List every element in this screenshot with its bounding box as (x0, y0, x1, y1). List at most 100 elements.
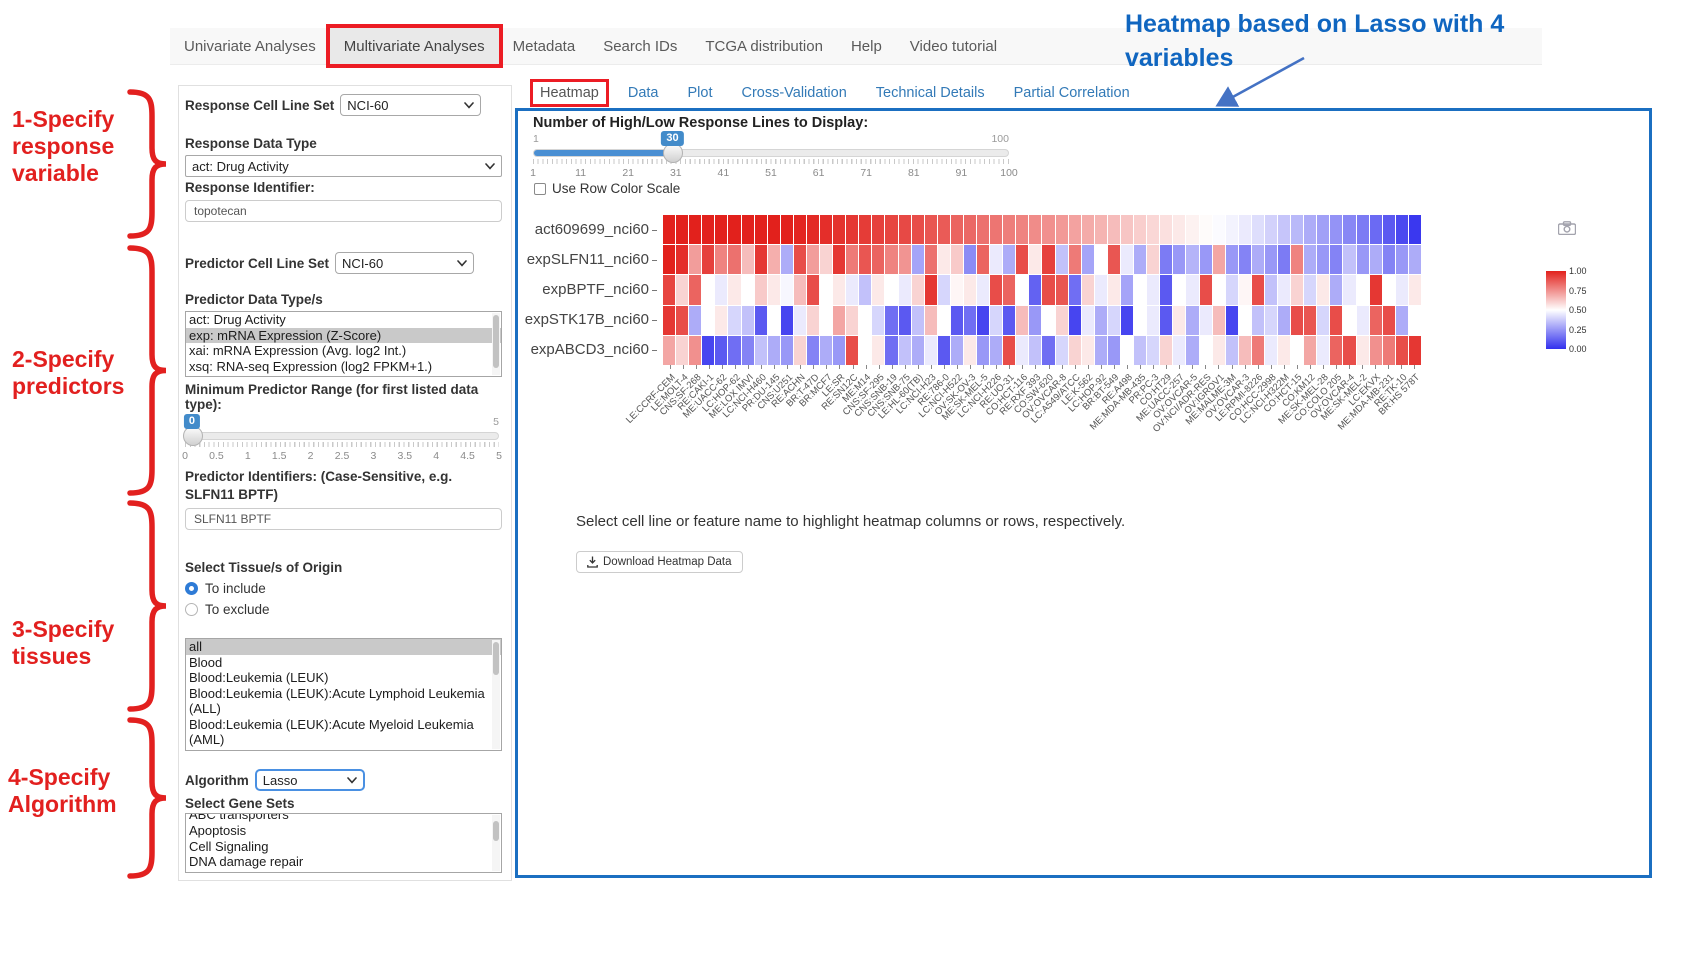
scrollbar[interactable] (492, 640, 500, 750)
list-option-blood-leukemia-leuk-acute-lymphoid-leukemia-all[interactable]: Blood:Leukemia (LEUK):Acute Lymphoid Leu… (189, 685, 485, 717)
list-option-blood[interactable]: Blood (189, 654, 223, 670)
slider-tick-label: 2.5 (334, 450, 350, 462)
nav-item-univariate-analyses[interactable]: Univariate Analyses (184, 37, 316, 55)
tab-heatmap[interactable]: Heatmap (533, 82, 606, 104)
nav-item-help[interactable]: Help (850, 37, 882, 55)
heatmap-cell (977, 215, 990, 245)
scrollbar-thumb[interactable] (493, 821, 499, 841)
algorithm-value: Lasso (262, 772, 298, 788)
list-option-act-drug-activity[interactable]: act: Drug Activity (189, 312, 286, 327)
list-option-apoptosis[interactable]: Apoptosis (189, 823, 247, 839)
list-option-exp-mrna-expression-z-score[interactable]: exp: mRNA Expression (Z-Score) (186, 327, 501, 343)
tissue-listbox[interactable]: all Blood Blood:Leukemia (LEUK) Blood:Leuke… (185, 638, 502, 752)
scrollbar-thumb[interactable] (493, 642, 499, 675)
tissue-include-radio[interactable]: To include (185, 579, 502, 597)
response-cell-line-set-select[interactable]: NCI-60 (340, 94, 482, 116)
list-option-all[interactable]: all (186, 639, 501, 655)
heatmap-column-tick (747, 365, 749, 369)
heatmap-column-tick (669, 365, 671, 369)
list-option-blood-leukemia-leuk-chronic-myelogenous-leukemia-cml[interactable]: Blood:Leukemia (LEUK):Chronic Myelogenou… (186, 748, 501, 751)
list-option-abc-transporters[interactable]: ABC transporters (189, 814, 289, 823)
heatmap-cell (1382, 305, 1395, 335)
heatmap-cell (898, 245, 911, 275)
slider-tick-label: 41 (717, 167, 730, 179)
scrollbar[interactable] (492, 815, 500, 872)
heatmap-row-label-expabcd3-nci60[interactable]: expABCD3_nci60 (518, 335, 659, 365)
gene-sets-label: Select Gene Sets (185, 796, 295, 812)
heatmap-cell (1382, 335, 1395, 365)
min-predictor-range-slider[interactable]: 05000.511.522.533.544.55 (182, 414, 502, 464)
heatmap-cell (872, 245, 885, 275)
heatmap-row-label-act609699-nci60[interactable]: act609699_nci60 (518, 215, 659, 245)
heatmap-cell (963, 275, 977, 305)
nav-item-video-tutorial[interactable]: Video tutorial (909, 37, 998, 55)
heatmap-cell (1238, 215, 1251, 245)
slider-handle[interactable] (662, 143, 683, 163)
heatmap-cell (885, 215, 898, 245)
gene-sets-listbox[interactable]: ABC transporters Apoptosis Cell Signaling D… (185, 813, 502, 874)
heatmap-cell (872, 335, 885, 365)
heatmap-cell (1251, 275, 1264, 305)
tab-cross-validation[interactable]: Cross-Validation (741, 85, 847, 101)
max-predictors-label: Maximum Number of Predictors (185, 878, 502, 880)
heatmap-cell (950, 335, 963, 365)
heatmap-column-tick (708, 365, 710, 369)
heatmap-row-label-expslfn11-nci60[interactable]: expSLFN11_nci60 (518, 245, 659, 275)
heatmap-cell (1081, 335, 1094, 365)
heatmap-grid[interactable] (663, 215, 1421, 365)
heatmap-cell (820, 335, 833, 365)
heatmap-row-label-expbptf-nci60[interactable]: expBPTF_nci60 (518, 275, 659, 305)
slider-tick-label: 5 (496, 450, 502, 462)
list-option-dna-damage-repair-break-excision-repair[interactable]: DNA damage repair, break excision repair (186, 870, 501, 873)
heatmap-cell (1343, 305, 1356, 335)
download-heatmap-data-button[interactable]: Download Heatmap Data (576, 551, 743, 573)
tab-data[interactable]: Data (627, 85, 659, 101)
heatmap-cell (1081, 245, 1094, 275)
heatmap-cell (846, 305, 859, 335)
slider-handle[interactable] (182, 426, 203, 446)
heatmap-cell (1304, 335, 1317, 365)
heatmap-cell (1094, 305, 1107, 335)
list-option-xai-mrna-expression-avg-log2-int[interactable]: xai: mRNA Expression (Avg. log2 Int.) (189, 343, 407, 358)
slider-track[interactable] (533, 143, 1009, 163)
heatmap-cell (911, 245, 924, 275)
list-option-blood-leukemia-leuk[interactable]: Blood:Leukemia (LEUK) (189, 670, 329, 686)
predictor-cell-line-set-select[interactable]: NCI-60 (335, 252, 475, 274)
response-identifier-input[interactable] (185, 200, 502, 222)
algorithm-select[interactable]: Lasso (254, 769, 365, 792)
algorithm-label: Algorithm (185, 772, 249, 788)
predictor-identifiers-input[interactable] (185, 508, 502, 531)
heatmap-cell (820, 245, 833, 275)
slider-track[interactable] (182, 426, 499, 446)
tissue-exclude-radio[interactable]: To exclude (185, 600, 502, 618)
camera-icon[interactable] (1557, 221, 1577, 240)
predictor-cell-line-set-label: Predictor Cell Line Set (185, 255, 330, 271)
heatmap-column-tick (852, 365, 854, 369)
tab-plot[interactable]: Plot (687, 85, 713, 101)
row-color-scale-checkbox[interactable]: Use Row Color Scale (534, 181, 680, 196)
heatmap-cell (1173, 245, 1186, 275)
scrollbar-thumb[interactable] (493, 315, 499, 368)
heatmap-cell (846, 215, 859, 245)
tab-partial-correlation[interactable]: Partial Correlation (1013, 85, 1130, 101)
list-option-xsq-rna-seq-expression-log2-fpkm-1[interactable]: xsq: RNA-seq Expression (log2 FPKM+1.) (189, 358, 433, 374)
response-data-type-select[interactable]: act: Drug Activity (185, 155, 502, 177)
scrollbar[interactable] (492, 313, 500, 375)
list-option-cell-signaling[interactable]: Cell Signaling (189, 838, 269, 854)
heatmap-row-label-expstk17b-nci60[interactable]: expSTK17B_nci60 (518, 305, 659, 335)
tab-technical-details[interactable]: Technical Details (875, 85, 985, 101)
heatmap-cell (1356, 335, 1369, 365)
heatmap-cell (663, 215, 676, 245)
high-low-lines-slider[interactable]: 1 100 30 1 11 21 31 41 51 61 71 81 91 100 (530, 131, 1018, 181)
heatmap-column-tick (761, 365, 763, 369)
list-option-blood-leukemia-leuk-acute-myeloid-leukemia-aml[interactable]: Blood:Leukemia (LEUK):Acute Myeloid Leuk… (189, 716, 474, 748)
nav-item-tcga-distribution[interactable]: TCGA distribution (705, 37, 823, 55)
heatmap-cell (950, 305, 963, 335)
nav-item-multivariate-analyses[interactable]: Multivariate Analyses (329, 28, 499, 64)
predictor-data-types-listbox[interactable]: act: Drug Activity exp: mRNA Expression (… (185, 311, 502, 377)
nav-item-metadata[interactable]: Metadata (512, 37, 576, 55)
heatmap-cell (1068, 275, 1081, 305)
heatmap-cell (767, 305, 780, 335)
list-option-dna-damage-repair[interactable]: DNA damage repair (189, 854, 304, 870)
nav-item-search-ids[interactable]: Search IDs (603, 37, 678, 55)
